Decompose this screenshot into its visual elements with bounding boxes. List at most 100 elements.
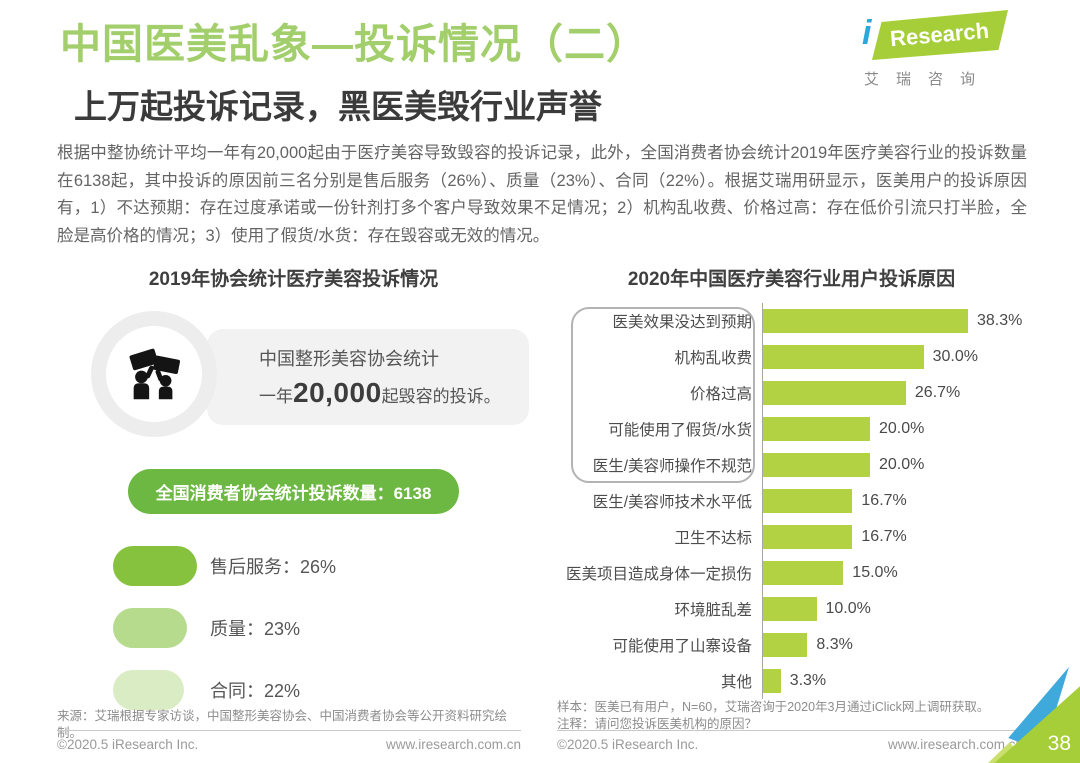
footer-divider-right xyxy=(557,730,1023,731)
bar-track: 10.0% xyxy=(762,591,1028,627)
bar-row: 机构乱收费 30.0% xyxy=(555,339,1028,375)
bar-row: 医生/美容师技术水平低 16.7% xyxy=(555,483,1028,519)
bar xyxy=(763,309,968,333)
bar-row: 其他 3.3% xyxy=(555,663,1028,699)
bar-value-label: 16.7% xyxy=(861,528,907,545)
logo-i-letter: i xyxy=(862,14,872,52)
bar xyxy=(763,597,817,621)
pill-bar xyxy=(113,608,187,648)
bar-track: 3.3% xyxy=(762,663,1028,699)
copyright-text-right: ©2020.5 iResearch Inc. xyxy=(557,737,699,752)
bar-chart: 医美效果没达到预期 38.3% 机构乱收费 30.0% 价格过高 26.7% 可能使用了假货… xyxy=(555,303,1028,699)
association-info-card: 中国整形美容协会统计 一年20,000起毁容的投诉。 xyxy=(207,329,529,425)
bar-track: 20.0% xyxy=(762,447,1028,483)
bar-row: 可能使用了假货/水货 20.0% xyxy=(555,411,1028,447)
bar xyxy=(763,381,906,405)
page-title: 中国医美乱象—投诉情况（二） xyxy=(60,21,648,67)
pill-label: 质量：23% xyxy=(210,619,301,639)
bar-category-label: 医生/美容师技术水平低 xyxy=(592,494,752,511)
pill-label: 售后服务：26% xyxy=(210,557,337,577)
pill-row: 质量：23% xyxy=(113,608,530,648)
info-card-prefix: 一年 xyxy=(259,387,293,406)
bar-row: 可能使用了山寨设备 8.3% xyxy=(555,627,1028,663)
pill-label: 合同：22% xyxy=(210,681,301,701)
bar-row: 医美效果没达到预期 38.3% xyxy=(555,303,1028,339)
bar-value-label: 16.7% xyxy=(861,492,907,509)
footer-divider-left xyxy=(57,730,521,731)
page-subtitle: 上万起投诉记录，黑医美毁行业声誉 xyxy=(74,88,602,125)
bar-track: 20.0% xyxy=(762,411,1028,447)
bar-category-label: 可能使用了山寨设备 xyxy=(612,638,752,655)
bar-value-label: 3.3% xyxy=(789,672,827,689)
pill-row: 售后服务：26% xyxy=(113,546,530,586)
logo-chinese-name: 艾瑞咨询 xyxy=(864,71,993,88)
footer-right: ©2020.5 iResearch Inc. www.iresearch.com… xyxy=(557,737,1023,752)
bar-row: 价格过高 26.7% xyxy=(555,375,1028,411)
bar-value-label: 15.0% xyxy=(852,564,898,581)
bar-track: 26.7% xyxy=(762,375,1028,411)
bar-category-label: 医美效果没达到预期 xyxy=(612,314,752,331)
copyright-text-left: ©2020.5 iResearch Inc. xyxy=(57,737,199,752)
bar-track: 8.3% xyxy=(762,627,1028,663)
bar xyxy=(763,633,808,657)
bar-value-label: 10.0% xyxy=(825,600,871,617)
bar-track: 16.7% xyxy=(762,483,1028,519)
bar-value-label: 8.3% xyxy=(816,636,853,653)
bar-category-label: 价格过高 xyxy=(689,386,752,403)
left-panel-title: 2019年协会统计医疗美容投诉情况 xyxy=(148,269,439,290)
bar xyxy=(763,525,853,549)
left-panel: 2019年协会统计医疗美容投诉情况 中国整形美容协会统计 一年20,000起毁容… xyxy=(57,264,530,732)
bar-category-label: 机构乱收费 xyxy=(674,350,752,367)
question-note: 注释：请问您投诉医美机构的原因？ xyxy=(557,716,758,731)
corner-decoration: 38 xyxy=(988,667,1080,763)
logo-research-text: Research xyxy=(889,17,991,52)
bar xyxy=(763,453,870,477)
pill-bar xyxy=(113,546,197,586)
bar-value-label: 26.7% xyxy=(914,384,961,401)
info-card-suffix: 起毁容的投诉。 xyxy=(381,387,501,406)
consumer-association-badge: 全国消费者协会统计投诉数量：6138 xyxy=(127,469,460,514)
complaint-icon-circle xyxy=(91,311,217,437)
pill-row: 合同：22% xyxy=(113,670,530,710)
bar-value-label: 38.3% xyxy=(977,312,1023,329)
bar-category-label: 可能使用了假货/水货 xyxy=(608,422,752,439)
info-card-line2: 一年20,000起毁容的投诉。 xyxy=(259,377,513,409)
iresearch-logo-mark: i Research xyxy=(862,8,1022,62)
bar-value-label: 20.0% xyxy=(879,456,925,473)
bar-track: 30.0% xyxy=(762,339,1028,375)
footer-left: ©2020.5 iResearch Inc. www.iresearch.com… xyxy=(57,737,521,752)
bar-category-label: 卫生不达标 xyxy=(674,530,752,547)
logo-green-flag: Research xyxy=(872,10,1008,60)
bar-row: 环境脏乱差 10.0% xyxy=(555,591,1028,627)
bar-value-label: 30.0% xyxy=(932,348,978,365)
bar xyxy=(763,417,870,441)
right-panel: 2020年中国医疗美容行业用户投诉原因 医美效果没达到预期 38.3% 机构乱收费 3… xyxy=(555,264,1028,699)
bar-value-label: 20.0% xyxy=(879,420,925,437)
website-url-left[interactable]: www.iresearch.com.cn xyxy=(385,737,521,752)
website-url-right[interactable]: www.iresearch.com.cn xyxy=(887,737,1023,752)
bar xyxy=(763,345,924,369)
people-holding-signs-icon xyxy=(129,348,181,400)
bar-row: 卫生不达标 16.7% xyxy=(555,519,1028,555)
bar-track: 15.0% xyxy=(762,555,1028,591)
pill-bar xyxy=(113,670,184,710)
info-card-line1: 中国整形美容协会统计 xyxy=(259,349,439,369)
sample-note: 样本：医美已有用户，N=60，艾瑞咨询于2020年3月通过iClick网上调研获… xyxy=(557,700,990,714)
intro-paragraph: 根据中整协统计平均一年有20,000起由于医疗美容导致毁容的投诉记录，此外，全国… xyxy=(57,144,1027,245)
source-note-left: 来源：艾瑞根据专家访谈，中国整形美容协会、中国消费者协会等公开资料研究绘制。 xyxy=(57,709,508,740)
bar-track: 16.7% xyxy=(762,519,1028,555)
bar xyxy=(763,669,781,693)
bar xyxy=(763,561,844,585)
page-number: 38 xyxy=(1047,732,1071,755)
bar-row: 医美项目造成身体一定损伤 15.0% xyxy=(555,555,1028,591)
pills-chart: 售后服务：26% 质量：23% 合同：22% xyxy=(57,546,530,710)
association-info-row: 中国整形美容协会统计 一年20,000起毁容的投诉。 xyxy=(57,311,530,443)
bar-category-label: 医美项目造成身体一定损伤 xyxy=(565,566,752,583)
right-panel-title: 2020年中国医疗美容行业用户投诉原因 xyxy=(627,269,956,290)
iresearch-logo: i Research 艾瑞咨询 xyxy=(862,8,1022,89)
bar xyxy=(763,489,853,513)
source-note-right: 样本：医美已有用户，N=60，艾瑞咨询于2020年3月通过iClick网上调研获… xyxy=(557,699,1023,732)
bar-track: 38.3% xyxy=(762,303,1028,339)
bar-category-label: 环境脏乱差 xyxy=(674,602,752,619)
